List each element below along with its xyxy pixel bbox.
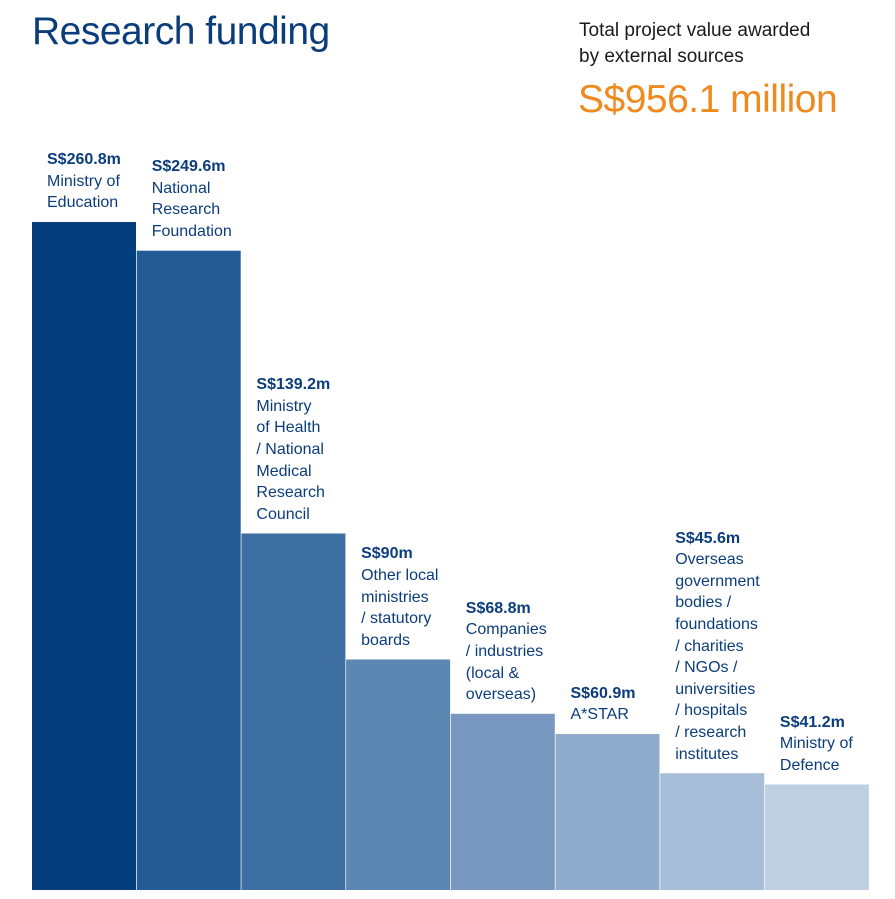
bar-label-7: S$45.6m Overseas government bodies / foundat… [675,528,775,766]
category-label-line: / research [675,723,747,741]
bar-label-6: S$60.9m A*STAR [571,683,671,726]
category-label-line: Companies [465,621,547,639]
category-label-line: bodies / [675,594,732,612]
summary-total-value: S$956.1 million [578,78,838,121]
category-label-line: Other local [361,567,439,585]
category-label-line: universities [675,680,756,698]
bar-label-8: S$41.2m Ministry of Defence [780,712,880,777]
category-label-line: institutes [675,745,739,763]
bar-label-5: S$68.8m Companies / industries (local & over… [466,598,566,706]
category-label-line: Defence [779,756,840,774]
category-label-line: Overseas [675,551,744,569]
category-label-line: A*STAR [570,706,629,724]
data-label: S$60.9m [570,684,636,702]
summary-label-line-1: Total project value awarded [579,20,811,41]
bar-4 [346,659,451,890]
bar-3 [241,533,346,890]
bar-label-3: S$139.2m Ministry of Health / National Medic… [256,374,356,525]
category-label-line: Research [151,201,221,219]
bar-1 [32,222,136,890]
category-label-line: / National [256,441,324,459]
bar-6 [555,734,660,890]
category-label-line: foundations [675,615,758,633]
category-label-line: overseas) [465,686,537,704]
category-label-line: Research [256,484,325,502]
category-label-line: Foundation [151,223,232,241]
bar-2 [136,250,241,890]
category-label-line: Council [256,505,310,523]
category-label-line: Ministry of [47,172,120,190]
category-label-line: / NGOs / [675,659,738,677]
bar-8 [764,784,869,890]
category-label-line: Ministry of [779,735,853,753]
bar-label-1: S$260.8m Ministry of Education [47,149,147,214]
data-label: S$139.2m [256,376,331,394]
data-label: S$45.6m [675,529,741,547]
summary-label-line-2: by external sources [579,46,744,67]
category-label-line: boards [361,631,411,649]
data-label: S$260.8m [47,151,121,169]
category-label-line: government [675,572,760,590]
category-label-line: National [151,179,211,197]
category-label-line: ministries [361,588,429,606]
category-label-line: of Health [256,419,321,437]
data-label: S$249.6m [151,158,226,176]
category-label-line: / industries [465,642,544,660]
data-label: S$68.8m [465,599,531,617]
chart-title: Research funding [32,10,330,53]
bar-label-4: S$90m Other local ministries / statutory boa… [361,543,461,651]
bar-label-2: S$249.6m National Research Foundation [152,156,252,242]
category-label-line: Education [47,194,119,212]
bar-5 [450,713,555,890]
bar-7 [660,773,765,890]
category-label-line: Ministry [256,397,312,415]
category-label-line: / statutory [361,610,432,628]
data-label: S$41.2m [779,713,845,731]
category-label-line: (local & [465,664,520,682]
data-label: S$90m [361,545,413,563]
category-label-line: / hospitals [675,702,748,720]
summary-label: Total project value awarded by external … [579,18,810,70]
category-label-line: / charities [675,637,744,655]
category-label-line: Medical [256,462,312,480]
